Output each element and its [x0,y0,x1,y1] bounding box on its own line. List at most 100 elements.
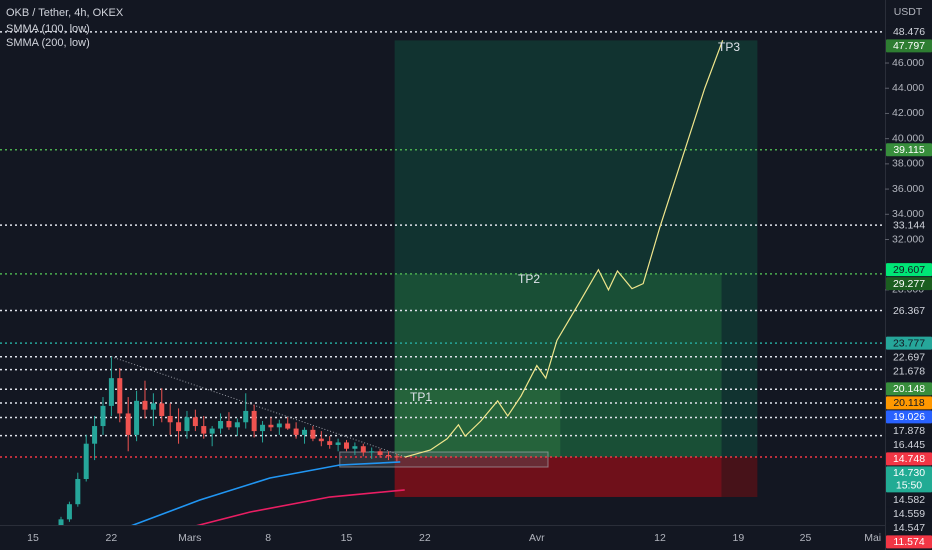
x-tick-label: 12 [654,532,666,544]
x-tick-label: 8 [265,532,271,544]
trendline [111,356,406,458]
zone [339,451,549,468]
price-badge-label: 20.148 [893,383,925,395]
price-badge [886,364,932,378]
candle-body [150,403,156,410]
x-tick-label: Mars [178,532,201,544]
candle-body [125,413,131,435]
candle-body [327,441,333,445]
candle-body [234,422,240,428]
candle-body [218,421,224,429]
price-badge-label: 22.697 [893,351,925,363]
plot-area [0,31,885,525]
candle-body [117,378,123,414]
candle-body [360,446,366,453]
candle-body [243,410,249,423]
candle-body [310,429,316,439]
price-badge-label: 14.582 [893,494,925,506]
candle-body [352,446,358,449]
candle-body [302,429,308,435]
price-badge-label: 14.748 [893,453,925,465]
price-badge-label: 14.547 [893,522,925,534]
candle-body [134,400,140,435]
price-badge [886,466,932,493]
price-badge-label: 47.797 [893,40,925,52]
price-badge [886,218,932,232]
price-badge [886,410,932,424]
candle-body [167,415,173,423]
candle-body [318,438,324,442]
price-badge [886,396,932,410]
x-tick-label: 25 [800,532,812,544]
y-tick-label: 44.000 [892,82,924,94]
candle-body [83,443,89,479]
price-badge [886,277,932,291]
y-tick-label: 40.000 [892,132,924,144]
x-tick-label: 15 [341,532,353,544]
x-tick-label: 22 [419,532,431,544]
price-badge-label: 19.026 [893,411,925,423]
annotation: TP1 [410,390,432,404]
candle-body [100,405,106,427]
zone [394,457,722,497]
price-badge [886,25,932,39]
candle-body [343,442,349,449]
price-badge-label: 48.476 [893,26,925,38]
price-badge [886,143,932,157]
price-badge [886,304,932,317]
countdown: 15:50 [896,480,922,492]
price-badge-label: 29.607 [893,264,925,276]
candle-body [108,378,114,406]
candle-body [192,417,198,427]
price-badge-label: 39.115 [893,144,924,156]
candle-body [75,478,81,505]
price-badge [886,263,932,277]
candle-body [260,424,266,432]
candle-body [268,424,274,428]
price-badge [886,507,932,521]
price-badge [886,521,932,535]
price-badge [886,39,932,53]
price-badge [886,350,932,364]
candle-body [92,426,98,444]
annotation: TP3 [718,40,740,54]
candle-body [285,423,291,429]
candle-body [66,504,72,520]
price-badge-label: 11.574 [893,536,924,548]
price-badge-label: 14.559 [893,508,925,520]
candle-body [142,400,148,410]
zone [394,388,561,458]
price-badge-label: 20.118 [893,397,924,409]
candle-body [251,410,257,432]
x-tick-label: 19 [732,532,744,544]
price-badge [886,535,932,549]
candle-body [226,421,232,428]
y-tick-label: 36.000 [892,183,924,195]
candle-body [385,455,391,457]
y-tick-label: 38.000 [892,158,924,170]
price-badge-label: 14.730 [893,467,925,479]
candle-body [335,442,341,445]
candle-body [58,519,64,525]
candle-body [369,451,375,453]
price-badge [886,424,932,438]
price-badge [886,493,932,507]
price-badge-label: 23.777 [893,337,925,349]
x-tick-label: Mai [864,532,881,544]
axes: 15 22 Mars 8 15 22 Avr 12 19 25 Mai 46.000 44.000 42.… [27,25,932,549]
moving-average [131,461,401,525]
price-badge-label: 17.878 [893,425,925,437]
chart-title: OKB / Tether, 4h, OKEX [6,7,124,19]
x-tick-label: 22 [106,532,118,544]
price-badge [886,452,932,466]
candle-body [377,451,383,456]
x-tick-label: Avr [529,532,545,544]
annotation: TP2 [518,272,540,286]
price-badge [886,438,932,452]
price-badge [886,336,932,350]
projection-path [404,40,724,458]
legend-entry: SMMA (100, low) [6,23,90,35]
legend-entry: SMMA (200, low) [6,37,90,49]
candle-body [209,428,215,434]
candle-body [184,417,190,432]
